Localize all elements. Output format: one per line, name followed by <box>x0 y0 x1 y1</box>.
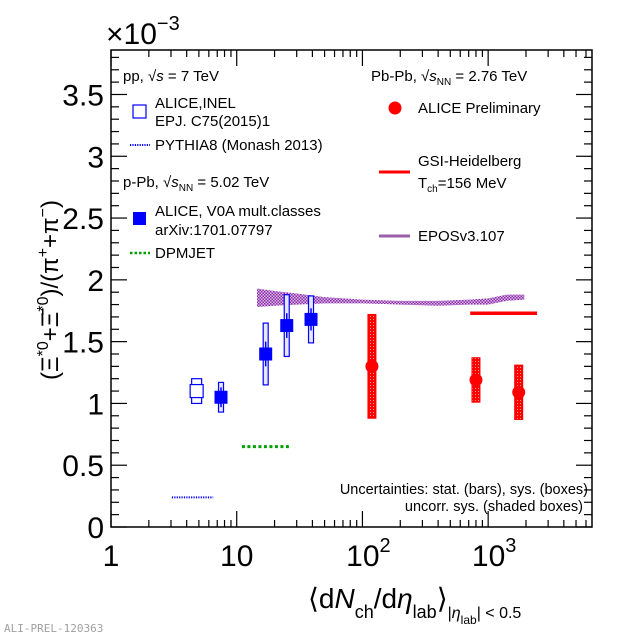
x-tick-label: 1 <box>103 540 120 573</box>
legend-filled-square-icon <box>133 212 146 225</box>
x-tick-label: 10 <box>220 540 253 573</box>
y-tick-label: 3 <box>87 141 104 174</box>
y-axis-label: (Ξ*0+Ξ̄*0)/(π++π−) <box>35 200 64 380</box>
model-curves <box>171 288 538 499</box>
epos-band <box>257 288 525 308</box>
y-exponent-label: ×10−3 <box>106 13 180 51</box>
x-axis-label: ⟨dNch/dηlab⟩|ηlab| < 0.5 <box>308 583 521 627</box>
legend-alice-prelim-label: ALICE Preliminary <box>418 100 541 117</box>
legend-gsi-label: GSI-Heidelberg <box>418 153 521 170</box>
legend-alice-inel-ref: EPJ. C75(2015)1 <box>155 113 270 130</box>
pbpb-data-point <box>469 373 483 387</box>
y-tick-label: 3.5 <box>62 79 104 112</box>
y-tick-label: 2.5 <box>62 203 104 236</box>
legend-pp: pp, √s = 7 TeV ALICE,INEL EPJ. C75(2015)… <box>123 68 323 154</box>
plot-frame-rect <box>110 49 593 528</box>
data-points <box>189 294 526 420</box>
watermark: ALI-PREL-120363 <box>4 622 103 635</box>
plot-frame <box>110 49 593 528</box>
legend-dpmjet-label: DPMJET <box>155 245 215 262</box>
legend-pbpb-header: Pb-Pb, √sNN = 2.76 TeV <box>371 68 527 88</box>
ppb-data-point <box>304 312 318 326</box>
legend-pbpb: Pb-Pb, √sNN = 2.76 TeV ALICE Preliminary… <box>371 68 541 245</box>
legend-ppb-header: p-Pb, √sNN = 5.02 TeV <box>123 174 269 194</box>
legend-red-circle-icon <box>388 101 402 115</box>
legend-gsi-temp-label: Tch=156 MeV <box>418 175 507 195</box>
legend-epos-label: EPOSv3.107 <box>418 228 505 245</box>
ppb-data-point <box>280 319 294 333</box>
legend-ppb: p-Pb, √sNN = 5.02 TeV ALICE, V0A mult.cl… <box>123 174 321 262</box>
axis-ticks: 1 10 102 103 0 0.5 1 1.5 2 2.5 3 3.5 <box>62 50 592 573</box>
legend-pp-header: pp, √s = 7 TeV <box>123 68 219 85</box>
y-tick-label: 0 <box>87 512 104 545</box>
pbpb-data-point <box>512 385 526 399</box>
uncertainty-note-line2: uncorr. sys. (shaded boxes) <box>405 499 583 515</box>
legend-pythia-label: PYTHIA8 (Monash 2013) <box>155 137 323 154</box>
y-tick-label: 1.5 <box>62 327 104 360</box>
y-tick-label: 0.5 <box>62 450 104 483</box>
legend-alice-v0a-label: ALICE, V0A mult.classes <box>155 203 321 220</box>
pbpb-data-point <box>365 359 379 373</box>
y-tick-label: 2 <box>87 265 104 298</box>
legend-alice-inel-label: ALICE,INEL <box>155 95 236 112</box>
ppb-data-point <box>214 390 228 404</box>
y-tick-label: 1 <box>87 388 104 421</box>
x-tick-label: 103 <box>472 535 517 573</box>
svg-text:(Ξ*0+Ξ̄*0)/(π++π−): (Ξ*0+Ξ̄*0)/(π++π−) <box>35 200 64 380</box>
legend-alice-v0a-ref: arXiv:1701.07797 <box>155 222 273 239</box>
legend-open-square-icon <box>132 104 147 119</box>
ppb-data-point <box>259 347 273 361</box>
uncertainty-note-line1: Uncertainties: stat. (bars), sys. (boxes… <box>340 482 588 498</box>
pp-data-point <box>189 383 204 399</box>
x-tick-label: 102 <box>346 535 391 573</box>
